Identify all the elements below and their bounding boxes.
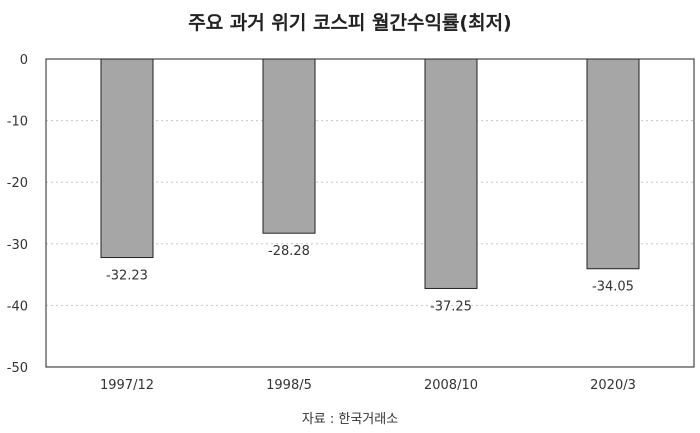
data-label: -28.28 bbox=[268, 244, 310, 259]
y-tick-label: -40 bbox=[7, 299, 28, 314]
bar[interactable] bbox=[100, 58, 154, 259]
data-label: -34.05 bbox=[592, 280, 634, 295]
chart-title: 주요 과거 위기 코스피 월간수익률(최저) bbox=[188, 12, 512, 34]
x-tick-label: 1998/5 bbox=[266, 378, 312, 393]
bar[interactable] bbox=[262, 58, 316, 234]
x-tick-label: 2008/10 bbox=[424, 378, 478, 393]
y-tick-label: 0 bbox=[20, 53, 28, 68]
x-tick-label: 1997/12 bbox=[100, 378, 154, 393]
data-label: -32.23 bbox=[106, 269, 148, 284]
source-note: 자료 : 한국거래소 bbox=[301, 412, 399, 427]
plot-frame bbox=[45, 58, 695, 368]
y-tick-label: -50 bbox=[7, 361, 28, 376]
x-tick-label: 2020/3 bbox=[590, 378, 636, 393]
bar[interactable] bbox=[586, 58, 640, 270]
data-label: -37.25 bbox=[430, 299, 472, 314]
bar[interactable] bbox=[424, 58, 478, 289]
y-tick-label: -30 bbox=[7, 238, 28, 253]
y-tick-label: -20 bbox=[7, 176, 28, 191]
y-tick-label: -10 bbox=[7, 115, 28, 130]
